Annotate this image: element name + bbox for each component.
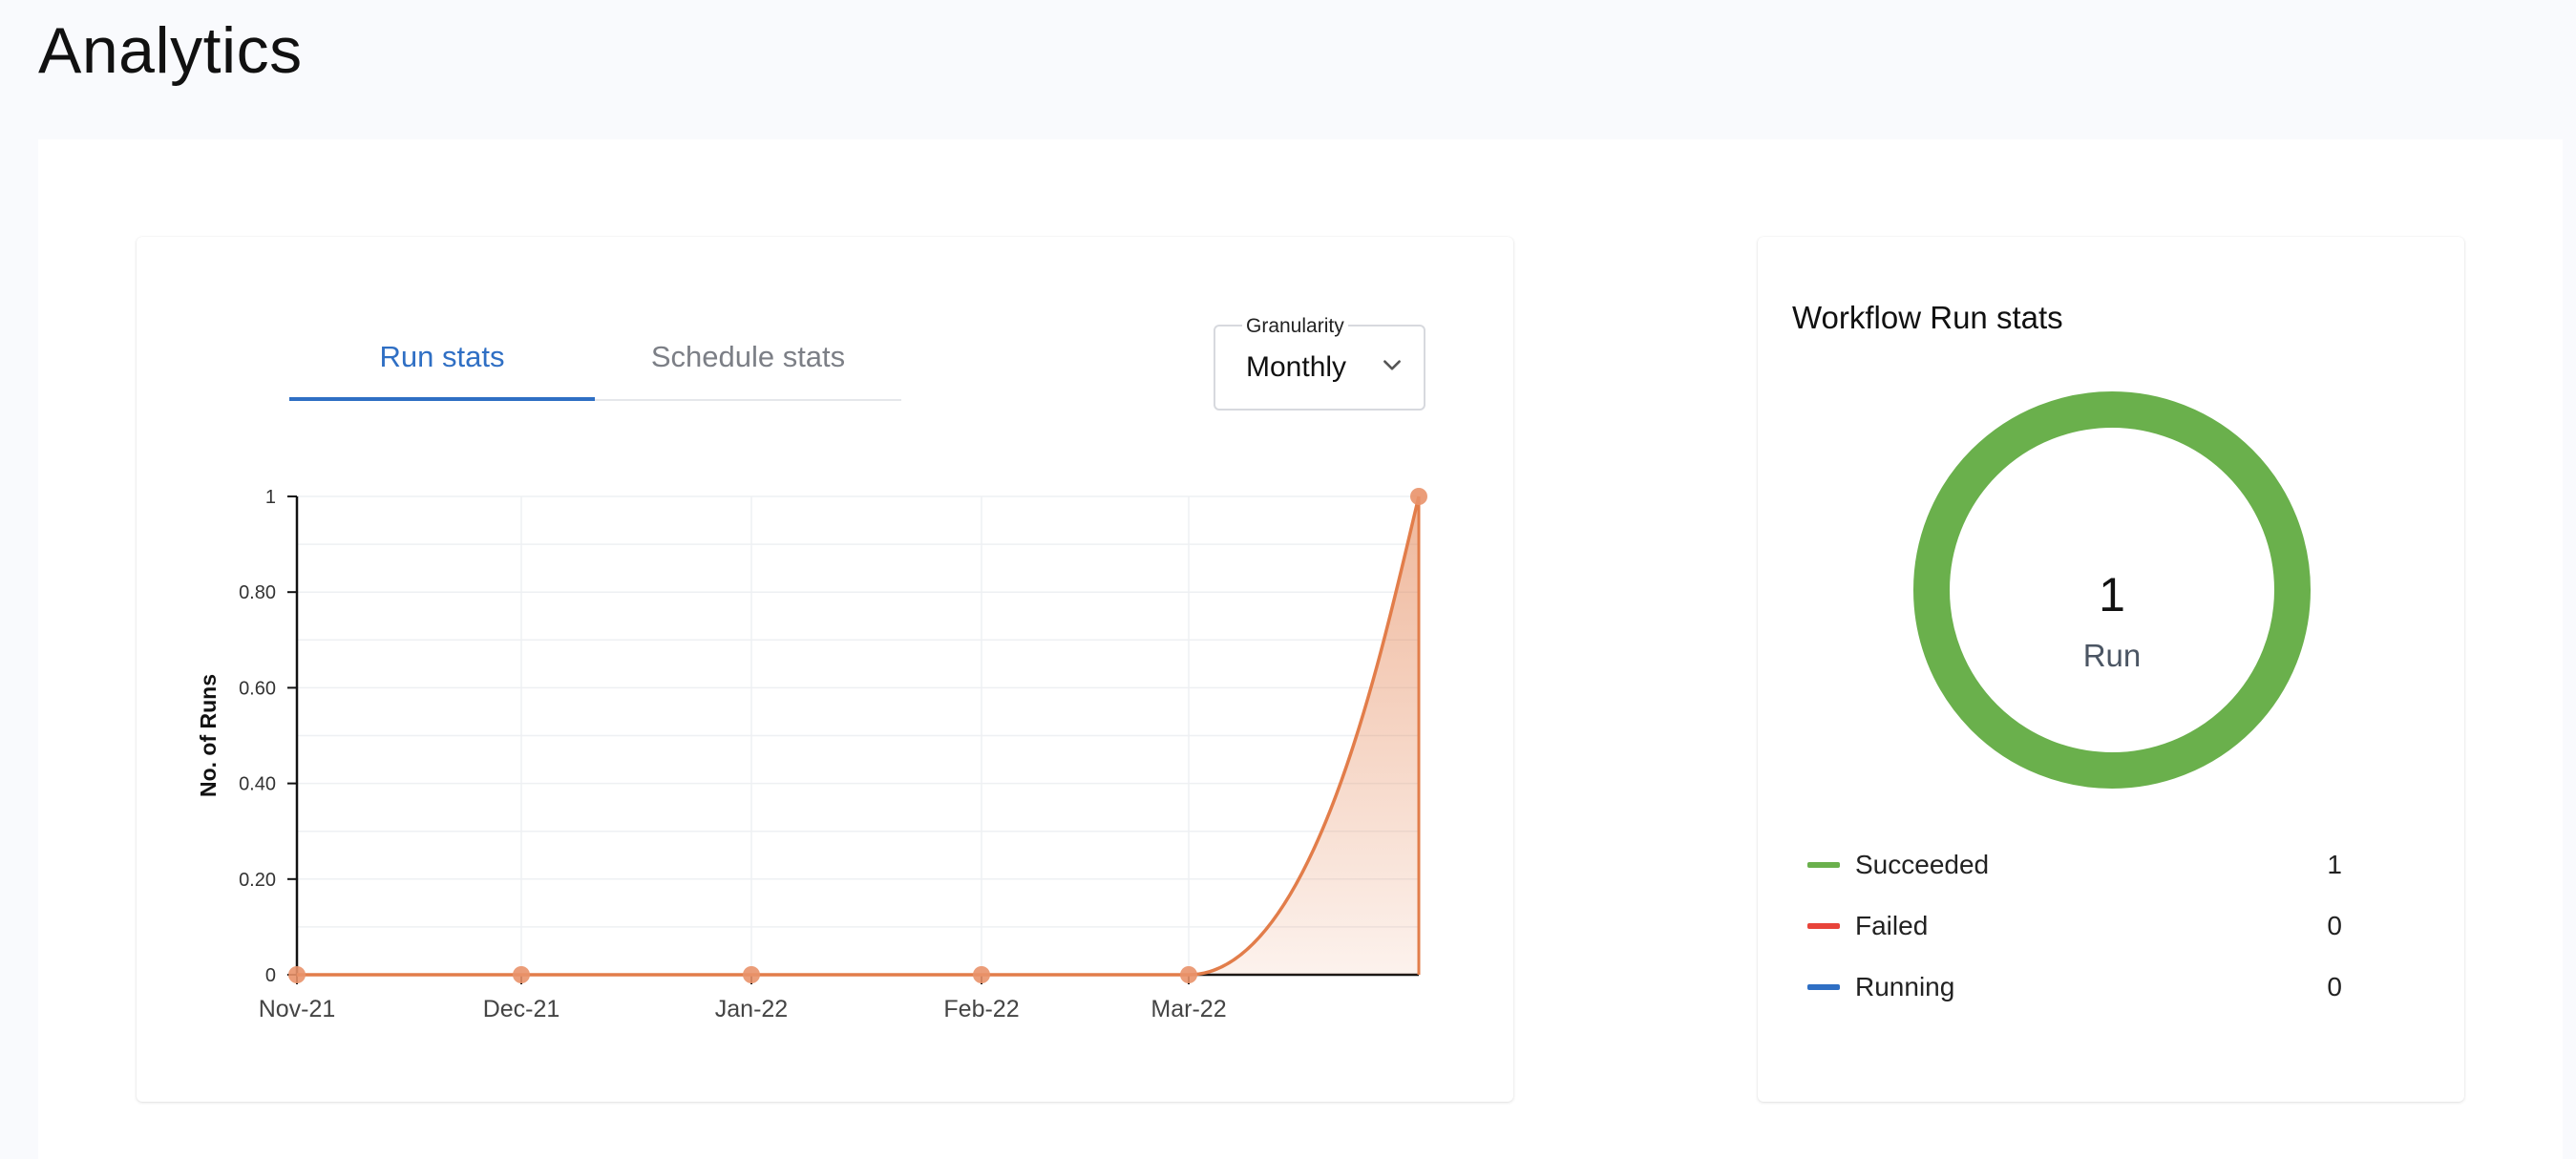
donut-total-label: Run (2083, 638, 2142, 673)
legend-label: Running (1855, 972, 1955, 1001)
y-tick-label: 0.60 (239, 678, 276, 699)
data-point (1410, 488, 1427, 505)
donut-ring-succeeded (1913, 391, 2311, 789)
legend-value: 0 (2327, 911, 2342, 940)
granularity-select[interactable]: Granularity Monthly (1214, 315, 1425, 411)
data-point (1180, 966, 1197, 983)
y-tick-label: 0.80 (239, 582, 276, 603)
failed-swatch (1807, 923, 1840, 929)
running-swatch (1807, 984, 1840, 990)
legend-failed: Failed 0 (1807, 907, 2342, 945)
run-donut-chart: 1 Run (1913, 391, 2311, 789)
stats-tabs: Run stats Schedule stats (289, 323, 901, 401)
data-point (513, 966, 530, 983)
tab-schedule-stats[interactable]: Schedule stats (650, 340, 846, 373)
legend-label: Succeeded (1855, 850, 1990, 879)
x-tick-label: Jan-22 (715, 996, 788, 1022)
run-stats-card: Run stats Schedule stats Granularity Mon… (137, 237, 1513, 1102)
x-tick-label: Feb-22 (943, 996, 1019, 1022)
granularity-value: Monthly (1246, 351, 1347, 383)
tab-run-stats[interactable]: Run stats (289, 323, 595, 401)
workflow-run-stats-card: Workflow Run stats 1 Run Succeeded 1 Fai… (1758, 237, 2464, 1102)
y-axis-title: No. of Runs (196, 674, 221, 797)
stats-title: Workflow Run stats (1792, 300, 2063, 335)
series-area (297, 496, 1419, 975)
legend-running: Running 0 (1807, 968, 2342, 1006)
y-tick-label: 0.40 (239, 774, 276, 795)
legend-value: 1 (2327, 850, 2342, 879)
chevron-down-icon (1383, 360, 1401, 370)
legend-succeeded: Succeeded 1 (1807, 846, 2342, 884)
data-point (288, 966, 306, 983)
y-tick-label: 0 (265, 965, 276, 986)
donut-total: 1 (2099, 568, 2125, 622)
data-point (743, 966, 760, 983)
data-point (973, 966, 990, 983)
y-tick-label: 1 (265, 487, 276, 508)
succeeded-swatch (1807, 862, 1840, 868)
legend-label: Failed (1855, 911, 1929, 940)
granularity-label: Granularity (1242, 315, 1348, 338)
x-tick-label: Dec-21 (483, 996, 560, 1022)
content-panel: Run stats Schedule stats Granularity Mon… (38, 139, 2563, 1159)
y-tick-label: 0.20 (239, 870, 276, 891)
runs-chart: 0 0.20 0.40 0.60 0.80 1 No. of Runs Nov-21 Dec-2… (196, 487, 1427, 1022)
x-tick-label: Nov-21 (259, 996, 336, 1022)
legend-value: 0 (2327, 972, 2342, 1001)
page-title: Analytics (38, 14, 303, 87)
x-tick-label: Mar-22 (1151, 996, 1226, 1022)
